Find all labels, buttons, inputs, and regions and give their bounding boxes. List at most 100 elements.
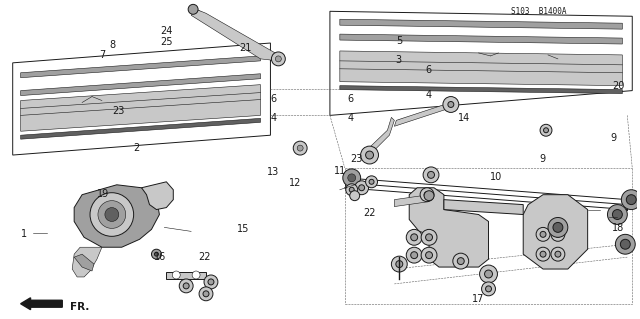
Circle shape bbox=[426, 252, 433, 259]
Text: 4: 4 bbox=[271, 113, 277, 123]
Circle shape bbox=[543, 128, 548, 133]
Circle shape bbox=[536, 227, 550, 241]
Text: 18: 18 bbox=[612, 223, 624, 234]
Text: 6: 6 bbox=[271, 94, 277, 104]
Polygon shape bbox=[394, 195, 429, 207]
Circle shape bbox=[361, 146, 378, 164]
Polygon shape bbox=[13, 43, 271, 155]
Polygon shape bbox=[20, 85, 260, 131]
Circle shape bbox=[346, 184, 358, 196]
Text: 17: 17 bbox=[472, 293, 484, 304]
Circle shape bbox=[424, 191, 434, 201]
Text: 15: 15 bbox=[237, 224, 249, 234]
Polygon shape bbox=[166, 272, 206, 279]
Circle shape bbox=[548, 218, 568, 237]
Polygon shape bbox=[191, 9, 280, 61]
Circle shape bbox=[620, 239, 630, 249]
Text: 12: 12 bbox=[289, 178, 301, 188]
Text: 14: 14 bbox=[458, 113, 470, 123]
Circle shape bbox=[428, 171, 435, 178]
Circle shape bbox=[458, 258, 464, 264]
Circle shape bbox=[621, 190, 640, 210]
Circle shape bbox=[275, 56, 282, 62]
Circle shape bbox=[349, 187, 354, 192]
Circle shape bbox=[152, 249, 161, 259]
FancyArrow shape bbox=[20, 298, 62, 310]
Circle shape bbox=[406, 247, 422, 263]
Circle shape bbox=[453, 253, 468, 269]
Circle shape bbox=[98, 201, 125, 228]
Text: 22: 22 bbox=[198, 252, 211, 262]
Circle shape bbox=[406, 229, 422, 245]
Text: 9: 9 bbox=[539, 154, 545, 164]
Text: 1: 1 bbox=[20, 229, 27, 239]
Text: 6: 6 bbox=[426, 65, 431, 75]
Circle shape bbox=[540, 231, 546, 237]
Polygon shape bbox=[72, 247, 102, 277]
Polygon shape bbox=[444, 200, 524, 214]
Circle shape bbox=[540, 124, 552, 136]
Circle shape bbox=[555, 251, 561, 257]
Circle shape bbox=[481, 282, 495, 296]
Circle shape bbox=[551, 247, 565, 261]
Text: 22: 22 bbox=[363, 208, 376, 218]
Circle shape bbox=[426, 234, 433, 241]
Circle shape bbox=[358, 185, 365, 191]
Text: 9: 9 bbox=[611, 133, 617, 143]
Circle shape bbox=[192, 271, 200, 279]
Text: 20: 20 bbox=[612, 81, 624, 91]
Circle shape bbox=[396, 261, 403, 268]
Text: 16: 16 bbox=[154, 252, 166, 262]
Circle shape bbox=[486, 286, 492, 292]
Circle shape bbox=[355, 181, 369, 195]
Circle shape bbox=[424, 192, 430, 198]
Circle shape bbox=[555, 231, 561, 237]
Circle shape bbox=[199, 287, 213, 301]
Text: 5: 5 bbox=[396, 36, 403, 46]
Circle shape bbox=[349, 191, 360, 201]
Polygon shape bbox=[74, 254, 94, 271]
Circle shape bbox=[627, 195, 636, 204]
Text: S103  B1400A: S103 B1400A bbox=[511, 7, 566, 16]
Circle shape bbox=[421, 247, 437, 263]
Text: 4: 4 bbox=[426, 90, 431, 100]
Text: 7: 7 bbox=[99, 49, 106, 60]
Polygon shape bbox=[330, 11, 632, 115]
Polygon shape bbox=[340, 19, 622, 29]
Text: 19: 19 bbox=[97, 189, 109, 199]
Circle shape bbox=[484, 270, 493, 278]
Text: 6: 6 bbox=[348, 94, 353, 104]
Circle shape bbox=[551, 227, 565, 241]
Circle shape bbox=[411, 252, 418, 259]
Circle shape bbox=[411, 234, 418, 241]
Circle shape bbox=[348, 174, 356, 182]
Circle shape bbox=[208, 279, 214, 285]
Text: 21: 21 bbox=[240, 43, 252, 53]
Text: 23: 23 bbox=[351, 154, 363, 164]
Circle shape bbox=[420, 188, 434, 202]
Circle shape bbox=[297, 145, 303, 151]
Circle shape bbox=[172, 271, 180, 279]
Circle shape bbox=[365, 151, 374, 159]
Circle shape bbox=[179, 279, 193, 293]
Polygon shape bbox=[340, 51, 622, 85]
Circle shape bbox=[154, 252, 159, 256]
Text: 4: 4 bbox=[348, 113, 353, 123]
Circle shape bbox=[423, 167, 439, 183]
Circle shape bbox=[90, 193, 134, 236]
Polygon shape bbox=[340, 34, 622, 44]
Circle shape bbox=[105, 208, 119, 221]
Polygon shape bbox=[524, 195, 588, 269]
Circle shape bbox=[183, 283, 189, 289]
Text: 25: 25 bbox=[160, 37, 173, 47]
Polygon shape bbox=[394, 102, 451, 126]
Circle shape bbox=[536, 247, 550, 261]
Circle shape bbox=[293, 141, 307, 155]
Polygon shape bbox=[20, 56, 260, 78]
Circle shape bbox=[616, 234, 636, 254]
Circle shape bbox=[271, 52, 285, 66]
Polygon shape bbox=[20, 118, 260, 139]
Circle shape bbox=[369, 179, 374, 184]
Text: FR.: FR. bbox=[70, 302, 90, 312]
Text: 23: 23 bbox=[112, 107, 124, 116]
